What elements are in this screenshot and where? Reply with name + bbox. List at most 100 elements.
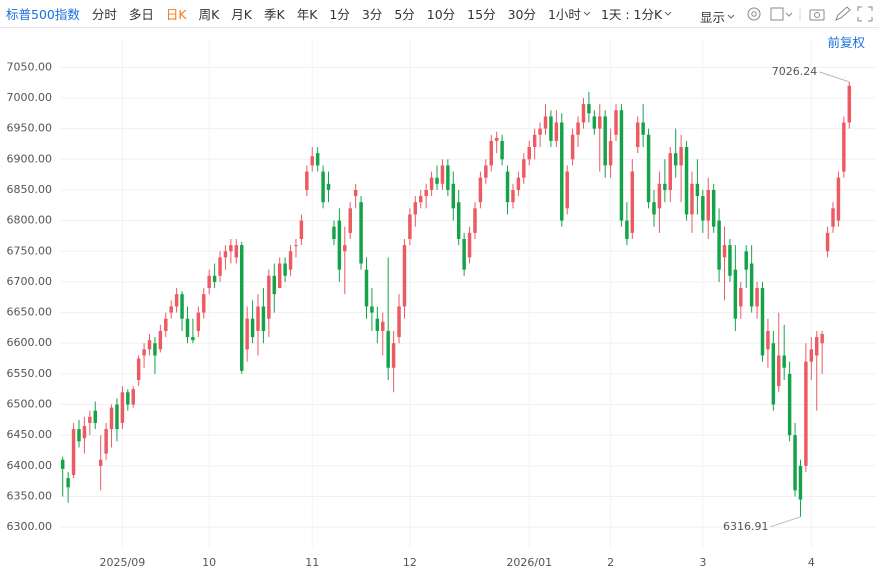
candle-body bbox=[104, 429, 108, 454]
candle-body bbox=[332, 226, 336, 239]
adjust-button[interactable]: 前复权 bbox=[827, 35, 865, 50]
candle-body bbox=[98, 459, 103, 466]
candle-body bbox=[847, 85, 852, 123]
candle-body bbox=[473, 208, 477, 233]
candle-body bbox=[695, 183, 700, 197]
candle-body bbox=[635, 122, 640, 148]
candle-body bbox=[494, 137, 499, 141]
candle-body bbox=[717, 220, 721, 270]
candle-body bbox=[223, 251, 228, 258]
candle-body bbox=[305, 171, 309, 190]
candle-body bbox=[169, 306, 173, 313]
fullscreen-icon[interactable] bbox=[857, 6, 873, 22]
settings-icon[interactable] bbox=[747, 7, 761, 21]
candle-body bbox=[836, 177, 841, 221]
candle-body bbox=[489, 140, 493, 166]
x-tick-label: 2 bbox=[607, 556, 614, 569]
x-tick-label: 11 bbox=[305, 556, 319, 569]
candle-body bbox=[598, 116, 602, 129]
candle-body bbox=[576, 122, 580, 135]
tab: 1小时 bbox=[547, 7, 581, 22]
candle-body bbox=[711, 189, 716, 227]
candle-body bbox=[402, 245, 407, 307]
candle-body bbox=[126, 392, 130, 405]
tab[interactable]: 10分 bbox=[426, 7, 456, 22]
candle-body bbox=[793, 435, 797, 491]
candle-body bbox=[668, 153, 673, 190]
tab[interactable]: 3分 bbox=[361, 7, 383, 22]
dropdown[interactable]: 1天 : 1分K bbox=[601, 4, 674, 23]
color-icon[interactable] bbox=[770, 7, 793, 21]
index-title[interactable]: 标普500指数 bbox=[6, 7, 80, 22]
camera-icon[interactable] bbox=[809, 9, 825, 21]
candle-body bbox=[277, 263, 282, 289]
candle-body bbox=[424, 189, 428, 197]
candle-body bbox=[440, 165, 445, 184]
candle-body bbox=[272, 275, 277, 295]
candle-body bbox=[831, 208, 835, 227]
tab[interactable]: 15分 bbox=[467, 7, 496, 22]
tab-active[interactable]: 日K bbox=[165, 7, 187, 22]
candle-body bbox=[777, 355, 781, 387]
candle-body bbox=[408, 214, 412, 239]
candle-body bbox=[315, 153, 320, 166]
candle-body bbox=[532, 134, 537, 148]
candle-body bbox=[782, 355, 786, 368]
candle-body bbox=[288, 251, 293, 270]
tab[interactable]: 30分 bbox=[507, 7, 536, 22]
candle-body bbox=[66, 478, 70, 488]
draw-icon[interactable] bbox=[835, 6, 851, 21]
candle-body bbox=[522, 159, 526, 178]
tab[interactable]: 多日 bbox=[128, 7, 154, 22]
candle-body bbox=[267, 275, 271, 319]
tab[interactable]: 5分 bbox=[394, 7, 415, 22]
chevron bbox=[727, 14, 735, 19]
candle-body bbox=[701, 196, 705, 221]
tab[interactable]: 季K bbox=[264, 7, 285, 22]
y-tick-label: 6450.00 bbox=[7, 428, 53, 441]
candle-body bbox=[456, 202, 461, 239]
dropdown[interactable]: 1小时 bbox=[548, 4, 593, 23]
candle-body bbox=[554, 122, 559, 141]
candle-body bbox=[771, 343, 776, 405]
toolbar-icons bbox=[747, 6, 873, 22]
tab[interactable]: 周K bbox=[198, 7, 220, 22]
candle-body bbox=[478, 177, 483, 203]
candle-body bbox=[348, 208, 352, 233]
tab[interactable]: 分时 bbox=[91, 7, 117, 22]
candle-body bbox=[581, 104, 586, 123]
x-tick-label: 3 bbox=[699, 556, 706, 569]
candle-body bbox=[131, 389, 135, 405]
tab[interactable]: 1分 bbox=[329, 7, 350, 22]
candle-body bbox=[652, 202, 656, 215]
candle-body bbox=[842, 122, 846, 172]
min-annotation: 6316.91 bbox=[723, 520, 769, 533]
candle-body bbox=[185, 318, 190, 338]
candle-body bbox=[239, 245, 244, 371]
candle-body bbox=[549, 116, 553, 141]
candle-body bbox=[82, 425, 87, 439]
candle-body bbox=[739, 288, 743, 307]
y-tick-label: 6400.00 bbox=[7, 459, 53, 472]
y-tick-label: 6650.00 bbox=[7, 306, 53, 319]
tab[interactable]: 年K bbox=[296, 7, 318, 22]
candle-body bbox=[614, 110, 618, 135]
candle-body bbox=[755, 288, 759, 307]
chevron bbox=[583, 11, 591, 16]
candle-body bbox=[353, 189, 358, 197]
display-menu[interactable]: 显示 bbox=[700, 7, 737, 26]
tab[interactable]: 月K bbox=[231, 7, 252, 22]
y-tick-label: 6600.00 bbox=[7, 336, 53, 349]
tab: 1天 : 1分K bbox=[600, 7, 663, 22]
candle-body bbox=[451, 183, 456, 209]
candle-body bbox=[690, 183, 694, 215]
candle-body bbox=[825, 232, 830, 252]
candle-body bbox=[587, 104, 591, 114]
candle-body bbox=[337, 220, 342, 270]
candle-body bbox=[364, 269, 369, 307]
candle-body bbox=[343, 245, 347, 252]
candle-body bbox=[809, 349, 814, 362]
candle-body bbox=[467, 232, 472, 258]
candle-body bbox=[484, 165, 488, 178]
